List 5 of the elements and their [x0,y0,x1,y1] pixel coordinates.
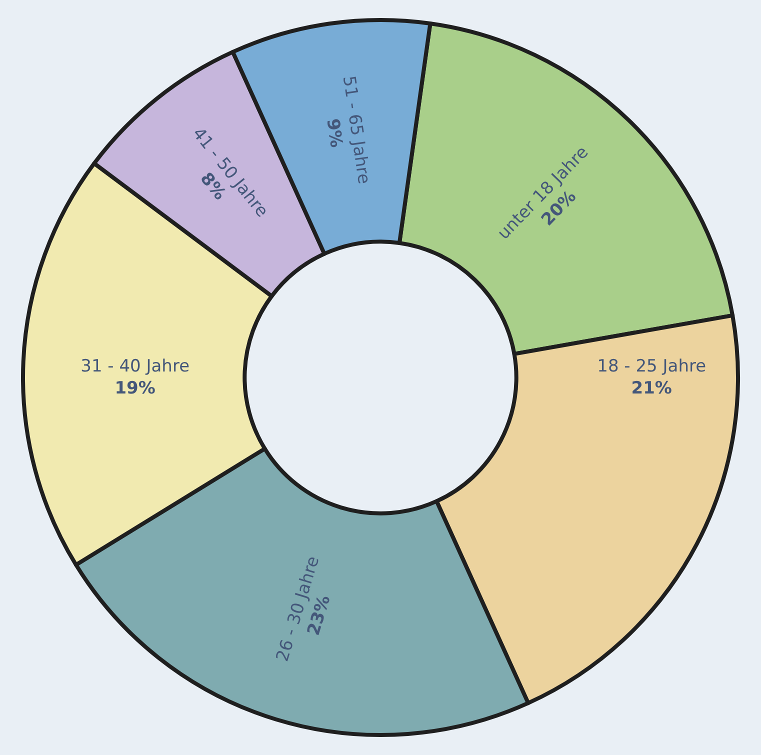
data-label: 21% [631,378,672,399]
slice-label: 31 - 40 Jahre [80,356,190,376]
slice-label: 18 - 25 Jahre [597,356,706,376]
data-label: 19% [114,378,156,399]
data-label: 9% [322,117,346,149]
